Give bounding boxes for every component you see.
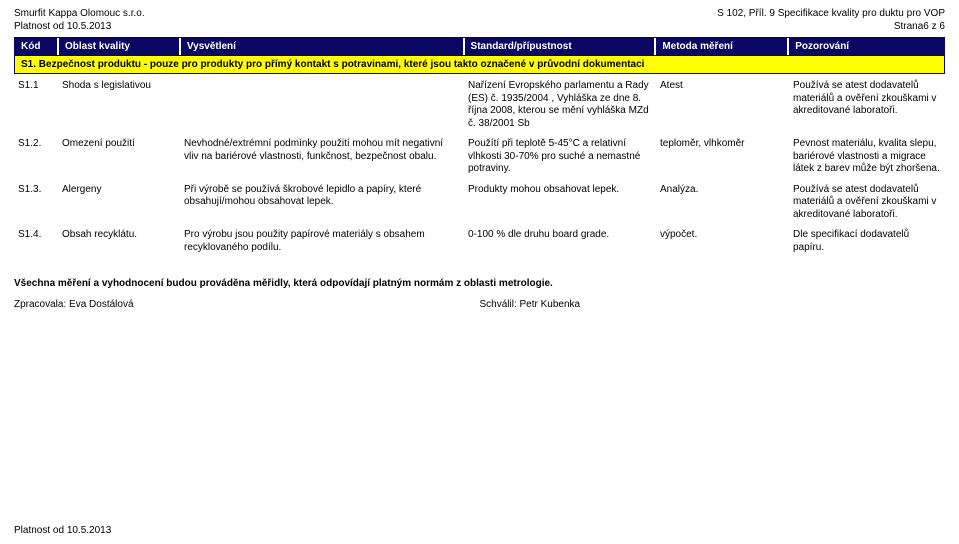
- table-body: S1.1Shoda s legislativou Nařízení Evropsk…: [14, 78, 945, 256]
- col-header-vysv: Vysvětlení: [181, 38, 465, 55]
- cell-oblast: Omezení použití: [58, 136, 180, 178]
- table-row: S1.3.AlergenyPři výrobě se používá škrob…: [14, 182, 945, 224]
- company-line2: Platnost od 10.5.2013: [14, 21, 145, 34]
- cell-poz: Používá se atest dodavatelů materiálů a …: [789, 78, 944, 132]
- spec-line2: Strana6 z 6: [717, 21, 945, 34]
- cell-std: Produkty mohou obsahovat lepek.: [464, 182, 656, 224]
- signature-right: Schválil: Petr Kubenka: [480, 299, 946, 310]
- header-right: S 102, Příl. 9 Specifikace kvality pro d…: [717, 8, 945, 33]
- cell-poz: Pevnost materiálu, kvalita slepu, bariér…: [789, 136, 944, 178]
- cell-kod: S1.4.: [14, 227, 58, 256]
- cell-poz: Dle specifikací dodavatelů papíru.: [789, 227, 944, 256]
- cell-std: Nařízení Evropského parlamentu a Rady (E…: [464, 78, 656, 132]
- col-header-poz: Pozorování: [789, 38, 944, 55]
- cell-vysv: Nevhodné/extrémní podmínky použití mohou…: [180, 136, 464, 178]
- cell-kod: S1.3.: [14, 182, 58, 224]
- cell-std: Použítí při teplotě 5-45°C a relativní v…: [464, 136, 656, 178]
- col-header-met: Metoda měření: [656, 38, 789, 55]
- section-bar: S1. Bezpečnost produktu - pouze pro prod…: [14, 56, 945, 74]
- cell-oblast: Shoda s legislativou: [58, 78, 180, 132]
- col-header-oblast: Oblast kvality: [59, 38, 181, 55]
- col-header-kod: Kód: [15, 38, 59, 55]
- cell-vysv: Pro výrobu jsou použity papírové materiá…: [180, 227, 464, 256]
- cell-vysv: Při výrobě se používá škrobové lepidlo a…: [180, 182, 464, 224]
- table-row: S1.2.Omezení použitíNevhodné/extrémní po…: [14, 136, 945, 178]
- cell-std: 0-100 % dle druhu board grade.: [464, 227, 656, 256]
- cell-met: Analýza.: [656, 182, 789, 224]
- table-header-bar: Kód Oblast kvality Vysvětlení Standard/p…: [14, 37, 945, 56]
- header-left: Smurfit Kappa Olomouc s.r.o. Platnost od…: [14, 8, 145, 33]
- signatures: Zpracovala: Eva Dostálová Schválil: Petr…: [14, 299, 945, 310]
- page-footer: Platnost od 10.5.2013: [14, 525, 111, 536]
- cell-kod: S1.2.: [14, 136, 58, 178]
- cell-vysv: [180, 78, 464, 132]
- cell-met: teploměr, vlhkoměr: [656, 136, 789, 178]
- cell-kod: S1.1: [14, 78, 58, 132]
- cell-met: výpočet.: [656, 227, 789, 256]
- cell-oblast: Obsah recyklátu.: [58, 227, 180, 256]
- footnote-line: Všechna měření a vyhodnocení budou prová…: [14, 278, 945, 289]
- doc-header: Smurfit Kappa Olomouc s.r.o. Platnost od…: [14, 8, 945, 33]
- company-line1: Smurfit Kappa Olomouc s.r.o.: [14, 8, 145, 21]
- signature-left: Zpracovala: Eva Dostálová: [14, 299, 480, 310]
- cell-oblast: Alergeny: [58, 182, 180, 224]
- table-row: S1.1Shoda s legislativou Nařízení Evropsk…: [14, 78, 945, 132]
- cell-poz: Používá se atest dodavatelů materiálů a …: [789, 182, 944, 224]
- table-row: S1.4.Obsah recyklátu.Pro výrobu jsou pou…: [14, 227, 945, 256]
- spec-line1: S 102, Příl. 9 Specifikace kvality pro d…: [717, 8, 945, 21]
- cell-met: Atest: [656, 78, 789, 132]
- col-header-std: Standard/přípustnost: [465, 38, 657, 55]
